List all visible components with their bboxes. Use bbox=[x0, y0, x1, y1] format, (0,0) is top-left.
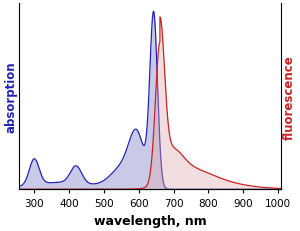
X-axis label: wavelength, nm: wavelength, nm bbox=[94, 214, 206, 227]
Y-axis label: fluorescence: fluorescence bbox=[283, 55, 296, 139]
Y-axis label: absorption: absorption bbox=[4, 61, 17, 132]
